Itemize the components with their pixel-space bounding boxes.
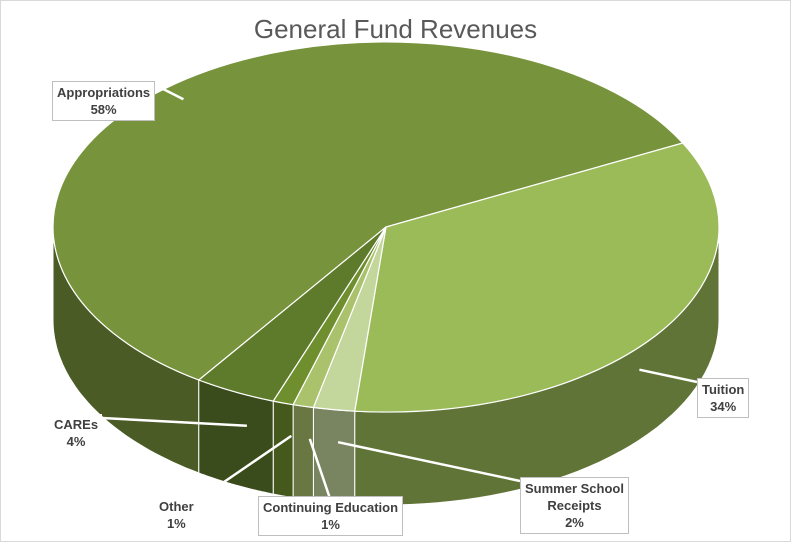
- label-continuing-education-name: Continuing Education: [263, 500, 399, 515]
- leader-line-continuing-education: [308, 438, 332, 501]
- leader-line-tuition: [639, 368, 698, 384]
- label-continuing-education: Continuing Education 1%: [258, 496, 404, 536]
- slice-appropriations: [52, 41, 684, 381]
- leader-line-other: [196, 434, 293, 502]
- leader-line-cares: [102, 416, 247, 427]
- label-summer-school-percent: 2%: [565, 515, 584, 530]
- label-tuition-name: Tuition: [702, 382, 745, 397]
- label-continuing-education-percent: 1%: [321, 517, 340, 532]
- wall-continuing-education: [292, 404, 314, 501]
- wall-summer-school-receipts: [312, 406, 356, 505]
- leader-line-summer-school-receipts: [337, 440, 521, 483]
- label-tuition: Tuition 34%: [697, 378, 750, 418]
- label-summer-school-name-line1: Summer School: [525, 481, 624, 496]
- label-cares-name: CAREs: [54, 417, 99, 432]
- label-appropriations-percent: 58%: [90, 102, 117, 117]
- slice-tuition: [353, 142, 720, 413]
- label-tuition-percent: 34%: [710, 399, 737, 414]
- label-cares: CAREs 4%: [50, 414, 103, 452]
- chart-title: General Fund Revenues: [253, 14, 538, 44]
- label-appropriations: Appropriations 58%: [52, 81, 156, 121]
- label-other: Other 1%: [155, 496, 198, 534]
- label-other-percent: 1%: [166, 516, 186, 531]
- wall-other: [272, 400, 294, 499]
- leader-line-appropriations: [154, 83, 184, 101]
- label-summer-school-name-line2: Receipts: [547, 498, 602, 513]
- label-summer-school-receipts: Summer School Receipts 2%: [520, 477, 629, 534]
- label-appropriations-name: Appropriations: [57, 85, 151, 100]
- label-other-name: Other: [159, 499, 194, 514]
- slice-cares: [197, 226, 387, 402]
- label-cares-percent: 4%: [66, 434, 86, 449]
